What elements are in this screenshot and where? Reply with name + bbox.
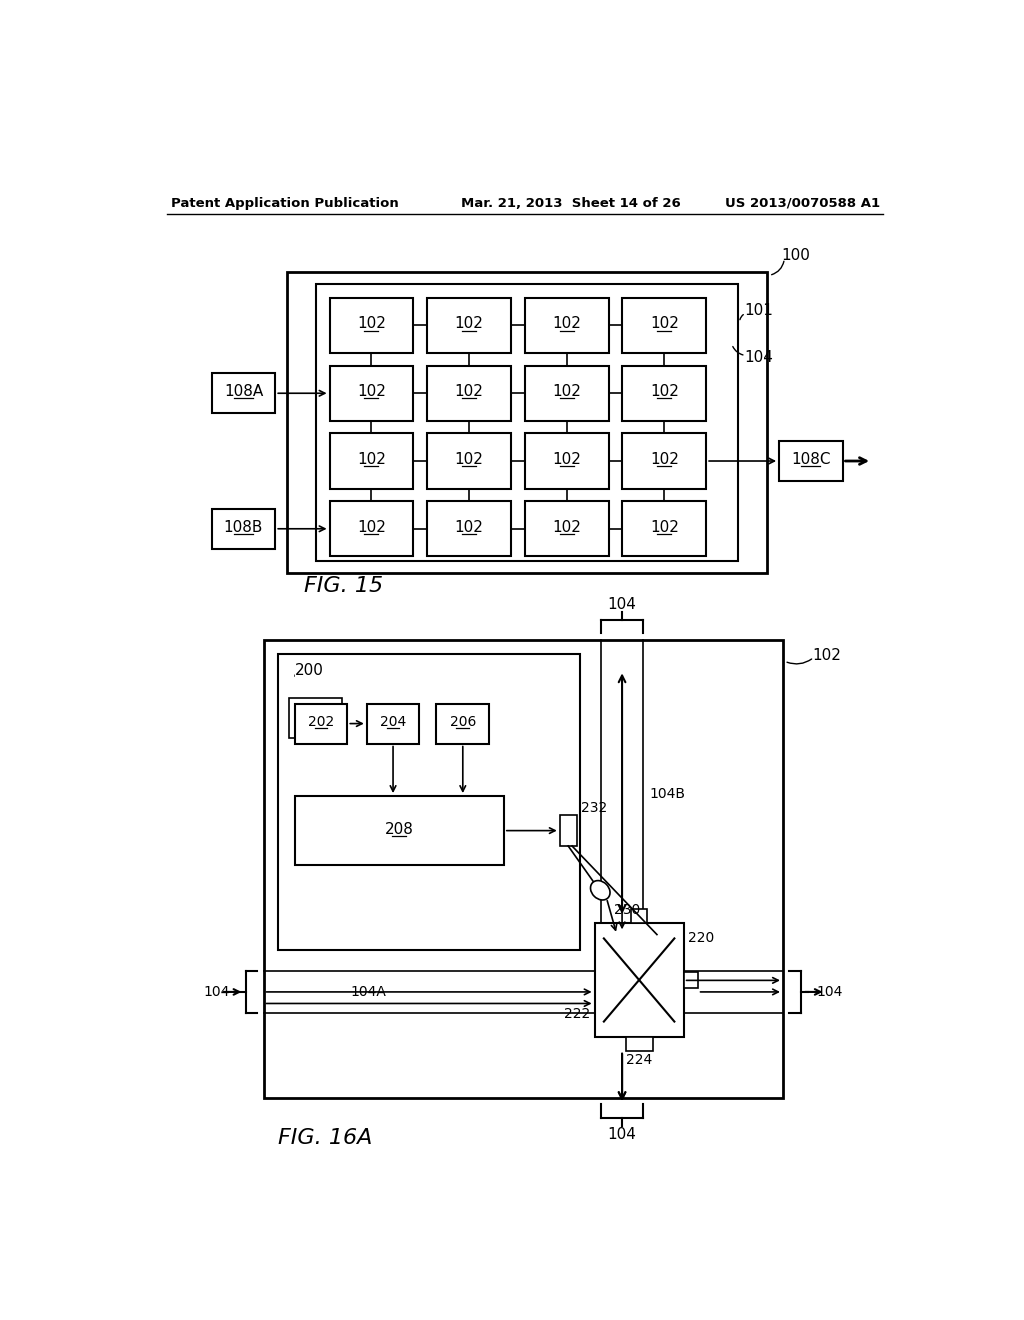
Text: 102: 102	[552, 451, 581, 467]
Bar	[427, 502, 511, 557]
Text: 104B: 104B	[649, 787, 686, 801]
Text: 102: 102	[650, 384, 679, 399]
Text: FIG. 16A: FIG. 16A	[279, 1127, 373, 1148]
Text: 102: 102	[455, 520, 483, 535]
Bar	[330, 433, 414, 488]
Text: 104: 104	[744, 350, 773, 364]
Bar	[315, 284, 738, 561]
Bar	[289, 698, 342, 738]
Text: 204: 204	[380, 715, 407, 729]
Text: 102: 102	[552, 317, 581, 331]
Text: 108B: 108B	[224, 520, 263, 535]
Bar	[278, 653, 580, 950]
Text: 104A: 104A	[350, 985, 386, 999]
Text: 206: 206	[450, 715, 476, 729]
Text: FIG. 15: FIG. 15	[304, 576, 383, 595]
Bar	[330, 366, 414, 421]
Text: 102: 102	[552, 384, 581, 399]
Text: 104: 104	[607, 597, 637, 611]
Text: Mar. 21, 2013  Sheet 14 of 26: Mar. 21, 2013 Sheet 14 of 26	[461, 197, 681, 210]
Bar	[330, 298, 414, 354]
Bar	[436, 704, 489, 743]
Bar	[623, 433, 707, 488]
Bar	[287, 272, 767, 573]
Text: 222: 222	[564, 1007, 591, 1020]
Bar	[524, 298, 608, 354]
Bar	[632, 909, 647, 923]
Text: 108A: 108A	[224, 384, 263, 399]
Text: Patent Application Publication: Patent Application Publication	[171, 197, 398, 210]
Text: 102: 102	[455, 451, 483, 467]
Bar	[560, 816, 577, 846]
Bar	[684, 972, 697, 989]
Bar	[295, 796, 504, 866]
Bar	[330, 502, 414, 557]
Text: 224: 224	[626, 1053, 652, 1067]
Bar	[595, 923, 684, 1038]
Text: 102: 102	[812, 648, 841, 663]
Text: 104: 104	[607, 1127, 637, 1142]
Bar	[427, 298, 511, 354]
Text: 102: 102	[455, 317, 483, 331]
Text: 102: 102	[357, 451, 386, 467]
Text: 102: 102	[357, 520, 386, 535]
Text: 102: 102	[650, 520, 679, 535]
Bar	[524, 366, 608, 421]
Text: 102: 102	[552, 520, 581, 535]
Text: 100: 100	[781, 248, 810, 263]
Text: US 2013/0070588 A1: US 2013/0070588 A1	[725, 197, 880, 210]
Text: 108C: 108C	[791, 451, 830, 467]
Bar	[524, 433, 608, 488]
Text: 200: 200	[295, 663, 324, 678]
Bar	[367, 704, 420, 743]
Text: 102: 102	[650, 451, 679, 467]
Text: 102: 102	[455, 384, 483, 399]
Bar	[623, 298, 707, 354]
Text: 104: 104	[816, 985, 843, 999]
Bar	[427, 433, 511, 488]
Text: 104: 104	[204, 985, 230, 999]
Text: 102: 102	[650, 317, 679, 331]
Bar	[212, 508, 275, 549]
Text: 220: 220	[687, 932, 714, 945]
Text: 232: 232	[581, 800, 607, 814]
Text: 101: 101	[744, 304, 773, 318]
Bar	[623, 502, 707, 557]
Bar	[263, 640, 783, 1098]
Text: 230: 230	[614, 903, 640, 916]
Text: 202: 202	[308, 715, 334, 729]
Bar	[626, 1038, 652, 1051]
Text: 208: 208	[385, 821, 414, 837]
Text: 102: 102	[357, 317, 386, 331]
Bar	[427, 366, 511, 421]
Bar	[524, 502, 608, 557]
Bar	[779, 441, 843, 480]
Bar	[295, 704, 347, 743]
Ellipse shape	[591, 880, 610, 900]
Text: 102: 102	[357, 384, 386, 399]
Bar	[623, 366, 707, 421]
Bar	[212, 374, 275, 413]
